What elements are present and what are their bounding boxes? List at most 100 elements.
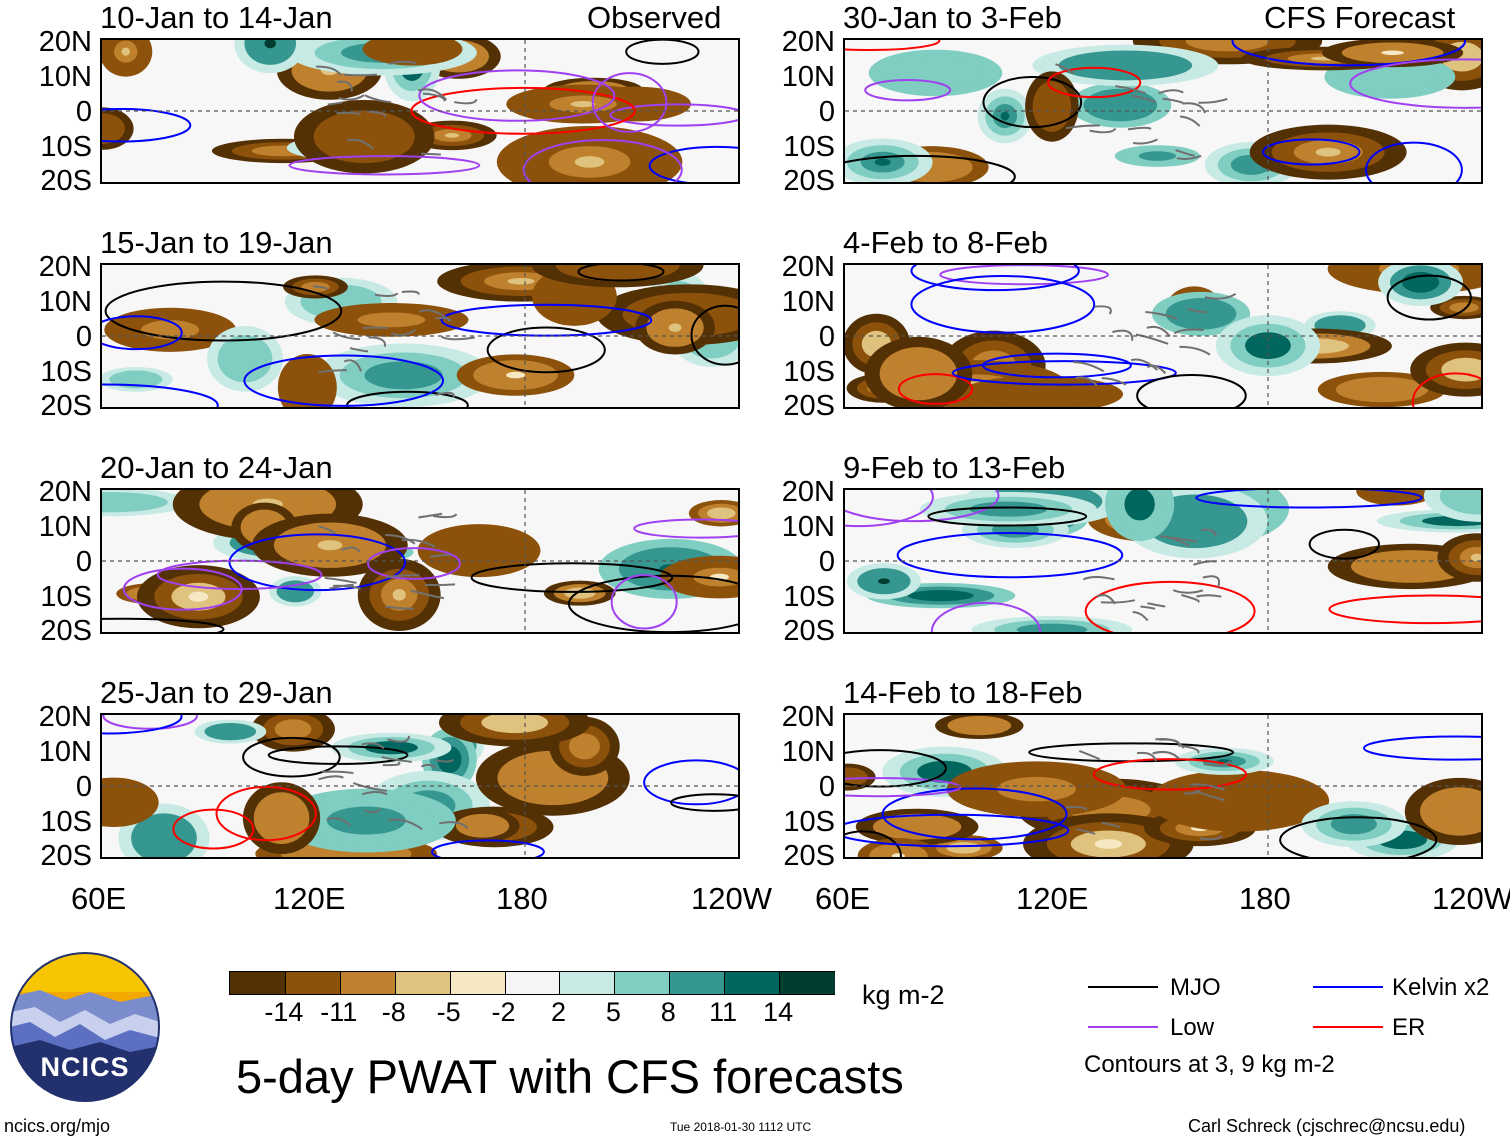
lat-label-left-1-1: 10N [38,286,92,318]
coastline [1145,311,1178,320]
coastline [1073,360,1105,373]
coastline [349,347,369,353]
coastline [1159,738,1181,748]
dry-anomaly [981,380,1101,407]
dry-anomaly [1185,40,1270,52]
dry-anomaly [392,589,406,601]
coastline [1127,126,1152,131]
legend-swatch-low [1088,1026,1158,1028]
er-contour [215,785,317,842]
map-panel-right-1 [843,263,1483,409]
timestamp: Tue 2018-01-30 1112 UTC [670,1120,812,1134]
credit: Carl Schreck (cjschrec@ncsu.edu) [1188,1116,1466,1136]
dry-anomaly [872,813,962,840]
lat-label-left-3-2: 0 [75,771,92,803]
legend-label-kelvin: Kelvin x2 [1392,974,1490,1001]
dry-anomaly [1374,556,1448,577]
dry-anomaly [563,587,596,599]
colorbar-tick-label: -11 [320,997,358,1027]
coastline [1158,89,1184,95]
dry-anomaly [1470,553,1481,562]
er-contour [1328,594,1481,625]
lat-label-left-2-0: 20N [38,476,92,508]
coastline [1131,94,1156,104]
er-contour [410,86,636,135]
dry-anomaly [947,715,1012,736]
coastline [1055,63,1075,75]
coastline [1136,751,1157,762]
coastline [337,80,353,92]
panel-title-right-2: 9-Feb to 13-Feb [843,450,1066,485]
dry-anomaly [102,113,125,144]
map-panel-left-1 [100,263,740,409]
coastline [316,65,342,76]
dry-anomaly [1435,796,1481,827]
dry-anomaly [444,133,460,138]
coastline [438,821,469,830]
moist-anomaly [217,335,273,383]
colorbar-tick-label: -8 [381,997,406,1027]
coastline [343,359,362,372]
kelvin-contour [1262,138,1361,166]
legend-swatch-er [1313,1026,1383,1028]
coastline [385,574,420,579]
coastline [1171,536,1198,543]
low-contour [367,547,461,580]
colorbar-tick-label: 8 [660,997,676,1027]
coastline [1179,345,1211,356]
coastline [1132,611,1149,622]
lon-label-60e-left: 60E [71,881,127,916]
dry-anomaly [434,531,524,570]
coastline [1190,783,1225,791]
coastline [1140,605,1156,610]
coastline [364,808,382,814]
lat-label-left-0-3: 10S [40,131,92,163]
dry-anomaly [102,784,147,821]
lat-label-left-0-0: 20N [38,26,92,58]
moist-anomaly [887,56,984,90]
mjo-contour [625,40,700,65]
dry-anomaly [668,323,682,332]
mjo-contour [104,280,343,342]
coastline [368,336,386,347]
dry-anomaly [1353,381,1411,398]
moist-anomaly [1165,298,1237,330]
pwat-field [845,40,1481,182]
kelvin-contour [1231,40,1467,67]
er-contour [1084,580,1256,632]
coastline [1182,745,1200,754]
legend-label-mjo: MJO [1170,974,1221,1001]
low-contour [1349,58,1481,109]
mjo-contour [1279,816,1438,857]
colorbar-tick-label: -14 [264,997,304,1027]
moist-anomaly [1342,61,1438,93]
lat-label-left-3-3: 10S [40,806,92,838]
lat-label-right-3-1: 10N [781,736,835,768]
pwat-field [845,490,1481,632]
er-contour [1092,758,1248,791]
pwat-field [102,265,738,407]
panel-title-left-3: 25-Jan to 29-Jan [100,675,333,710]
colorbar [229,971,835,995]
dry-anomaly [894,357,943,390]
map-panel-left-3 [100,713,740,859]
dry-anomaly [313,110,415,164]
kelvin-contour [1195,490,1423,509]
kelvin-contour [102,383,219,407]
coastline [1065,124,1100,130]
lat-label-right-0-0: 20N [781,26,835,58]
coastline [435,391,455,399]
colorbar-swatch [724,972,781,994]
moist-anomaly [326,806,406,835]
lat-label-left-3-0: 20N [38,701,92,733]
coastline [1101,377,1127,386]
mjo-contour [486,326,606,374]
site-url[interactable]: ncics.org/mjo [4,1116,111,1136]
coastline [429,554,451,559]
map-panel-left-2 [100,488,740,634]
coastline [385,605,414,610]
coastline [346,138,375,150]
low-contour [930,601,1042,632]
colorbar-tick-label: -2 [491,997,516,1027]
moist-anomaly [969,501,1048,517]
